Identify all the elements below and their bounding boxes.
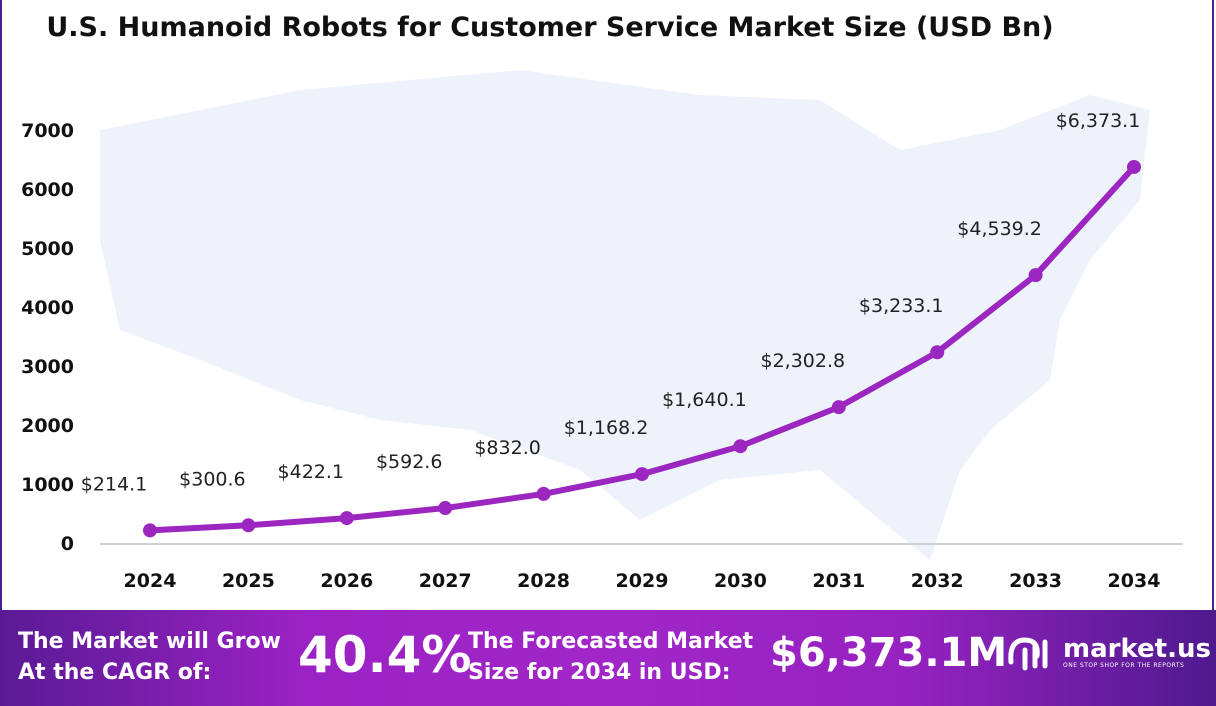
data-label: $1,640.1: [662, 389, 747, 411]
market-us-logo-icon: [1008, 637, 1048, 671]
data-point: [1028, 268, 1043, 283]
data-point: [241, 518, 256, 533]
data-label: $214.1: [81, 473, 147, 495]
data-point: [438, 501, 453, 516]
line-chart: 0 1000 2000 3000 4000 5000 6000 7000 2024 2025 20…: [21, 70, 1183, 592]
cagr-label-line1: The Market will Grow: [18, 629, 281, 654]
data-point: [831, 400, 846, 415]
us-map-background: [100, 70, 1150, 560]
x-tick-label: 2033: [1009, 570, 1062, 592]
logo-name: market.us: [1063, 633, 1211, 664]
y-tick-label: 1000: [21, 474, 74, 496]
y-tick-label: 3000: [21, 356, 74, 378]
data-label: $832.0: [474, 437, 540, 459]
x-tick-label: 2034: [1108, 570, 1161, 592]
logo-tagline: ONE STOP SHOP FOR THE REPORTS: [1063, 661, 1185, 669]
y-tick-label: 7000: [21, 120, 74, 142]
data-point: [143, 523, 157, 538]
data-point: [635, 467, 649, 482]
data-point: [1127, 159, 1141, 174]
data-label: $1,168.2: [564, 417, 649, 439]
x-tick-label: 2029: [616, 570, 669, 592]
data-point: [339, 511, 354, 526]
x-tick-label: 2026: [320, 570, 373, 592]
data-point: [930, 345, 945, 360]
x-tick-label: 2030: [714, 570, 767, 592]
x-tick-label: 2025: [222, 570, 275, 592]
data-label: $2,302.8: [760, 350, 845, 372]
y-tick-label: 4000: [21, 297, 74, 319]
data-label: $300.6: [179, 468, 245, 490]
y-tick-label: 0: [61, 533, 74, 555]
data-point: [536, 486, 551, 501]
data-label: $422.1: [278, 461, 344, 483]
forecast-label-line2: Size for 2034 in USD:: [468, 660, 731, 685]
summary-banner: The Market will Grow At the CAGR of: 40.…: [0, 610, 1216, 706]
forecast-value: $6,373.1M: [770, 630, 1008, 676]
x-tick-label: 2031: [812, 570, 865, 592]
data-label: $592.6: [376, 451, 442, 473]
cagr-value: 40.4%: [298, 626, 472, 684]
chart-title: U.S. Humanoid Robots for Customer Servic…: [46, 12, 1054, 43]
data-label: $4,539.2: [957, 218, 1042, 240]
forecast-label-line1: The Forecasted Market: [468, 629, 754, 654]
market-us-logo: market.us ONE STOP SHOP FOR THE REPORTS: [1005, 632, 1211, 672]
y-tick-label: 5000: [21, 238, 74, 260]
x-tick-label: 2032: [911, 570, 964, 592]
x-tick-label: 2024: [124, 570, 177, 592]
y-tick-label: 2000: [21, 415, 74, 437]
data-point: [733, 439, 748, 454]
chart-frame: [0, 0, 1214, 610]
data-label: $6,373.1: [1056, 110, 1141, 132]
y-tick-label: 6000: [21, 179, 74, 201]
cagr-label-line2: At the CAGR of:: [18, 660, 212, 685]
x-tick-label: 2027: [419, 570, 472, 592]
x-tick-label: 2028: [517, 570, 570, 592]
data-label: $3,233.1: [859, 295, 944, 317]
